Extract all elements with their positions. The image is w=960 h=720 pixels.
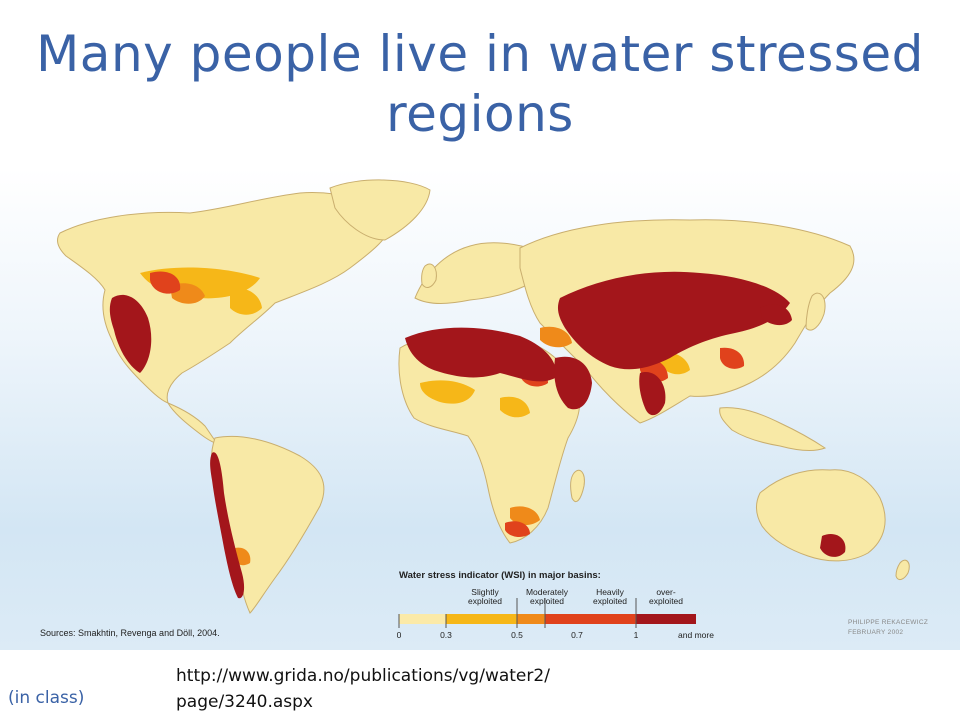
slide-title: Many people live in water stressed regio… xyxy=(20,24,940,144)
legend-tick-4: 1 xyxy=(633,630,639,640)
land-masses xyxy=(57,179,910,614)
sources-note: Sources: Smakhtin, Revenga and Döll, 200… xyxy=(40,628,220,638)
legend-category-over: over- exploited xyxy=(648,587,684,606)
legend-swatch-2 xyxy=(517,614,545,624)
legend-category-slightly: Slightly exploited xyxy=(467,587,503,606)
world-map-graphic xyxy=(57,179,910,628)
source-link[interactable]: http://www.grida.no/publications/vg/wate… xyxy=(176,663,550,715)
landmass-japan xyxy=(805,292,826,331)
legend-swatch-0 xyxy=(399,614,446,624)
legend-tick-0: 0 xyxy=(396,630,402,640)
credit-date: FEBRUARY 2002 xyxy=(848,629,904,636)
landmass-madagascar xyxy=(570,469,585,502)
landmass-southeast-asia xyxy=(719,407,827,452)
legend-colorbar xyxy=(399,614,696,624)
legend-tick-5: and more xyxy=(678,630,714,640)
landmass-new-zealand xyxy=(895,559,910,581)
legend-tick-3: 0.7 xyxy=(571,630,583,640)
water-stress-map: Sources: Smakhtin, Revenga and Döll, 200… xyxy=(0,168,960,650)
footer-in-class: (in class) xyxy=(8,688,85,708)
title-line-1: Many people live in water stressed xyxy=(36,25,924,83)
credit-author: PHILIPPE REKACEWICZ xyxy=(848,619,929,626)
legend-swatch-1 xyxy=(446,614,517,624)
landmass-greenland xyxy=(329,179,431,241)
landmass-central-america xyxy=(166,401,220,445)
stress-over xyxy=(109,271,846,599)
landmass-uk xyxy=(421,263,437,288)
legend-swatch-3 xyxy=(545,614,636,624)
legend-ticks xyxy=(398,598,637,628)
legend-category-moderately: Moderately exploited xyxy=(525,587,569,606)
title-line-2: regions xyxy=(386,85,574,143)
legend-title: Water stress indicator (WSI) in major ba… xyxy=(399,570,601,581)
legend-tick-2: 0.5 xyxy=(511,630,523,640)
source-link-line-1[interactable]: http://www.grida.no/publications/vg/wate… xyxy=(176,666,550,686)
source-link-line-2[interactable]: page/3240.aspx xyxy=(176,692,313,712)
landmass-north-america xyxy=(57,192,396,404)
landmass-australia xyxy=(756,469,886,562)
legend-swatch-4 xyxy=(636,614,696,624)
legend-tick-1: 0.3 xyxy=(440,630,452,640)
legend-category-heavily: Heavily exploited xyxy=(592,587,628,606)
